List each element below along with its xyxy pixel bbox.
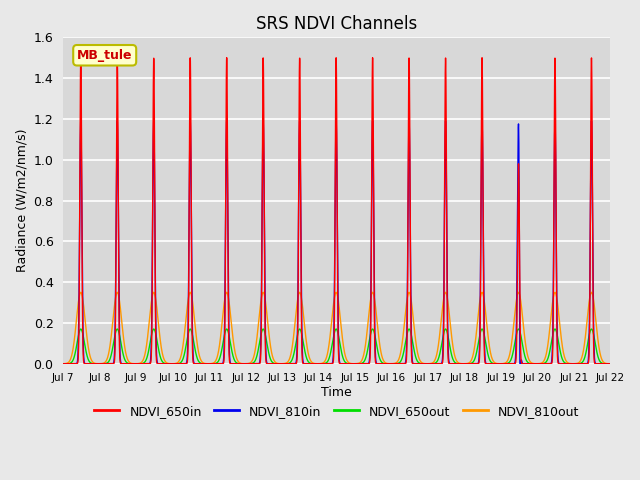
Legend: NDVI_650in, NDVI_810in, NDVI_650out, NDVI_810out: NDVI_650in, NDVI_810in, NDVI_650out, NDV…	[90, 400, 584, 423]
X-axis label: Time: Time	[321, 386, 352, 399]
Title: SRS NDVI Channels: SRS NDVI Channels	[256, 15, 417, 33]
Text: MB_tule: MB_tule	[77, 49, 132, 62]
Y-axis label: Radiance (W/m2/nm/s): Radiance (W/m2/nm/s)	[15, 129, 28, 272]
